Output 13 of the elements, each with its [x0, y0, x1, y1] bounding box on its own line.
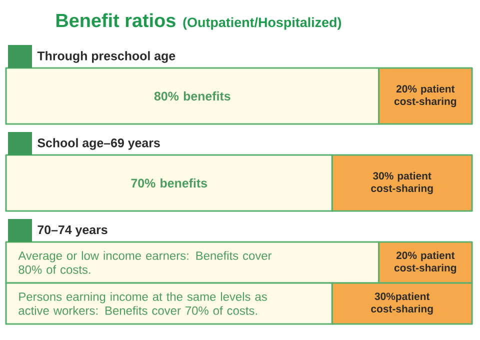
data-label: 20% patient cost-sharing [394, 251, 456, 274]
y-tick-label: 70–74 years [38, 225, 108, 237]
y-tick-label: Through preschool age [37, 51, 176, 63]
y-tick-label: School age–69 years [38, 138, 160, 150]
data-label: Average or low income earners: Benefits cover 80% of costs. [18, 251, 272, 274]
data-label: 30%patient cost-sharing [371, 292, 433, 315]
data-label: 30% patient cost-sharing [371, 172, 433, 194]
data-label: 20% patient cost-sharing [394, 84, 456, 108]
data-label: 70% benefits [131, 178, 207, 188]
data-label: 80% benefits [154, 91, 230, 101]
chart-title: Benefit ratios [56, 13, 176, 28]
data-label: Persons earning income at the same levels as active workers: Benefits cover 70% of costs. [18, 292, 267, 315]
chart-subtitle: (Outpatient/Hospitalized) [183, 17, 342, 30]
